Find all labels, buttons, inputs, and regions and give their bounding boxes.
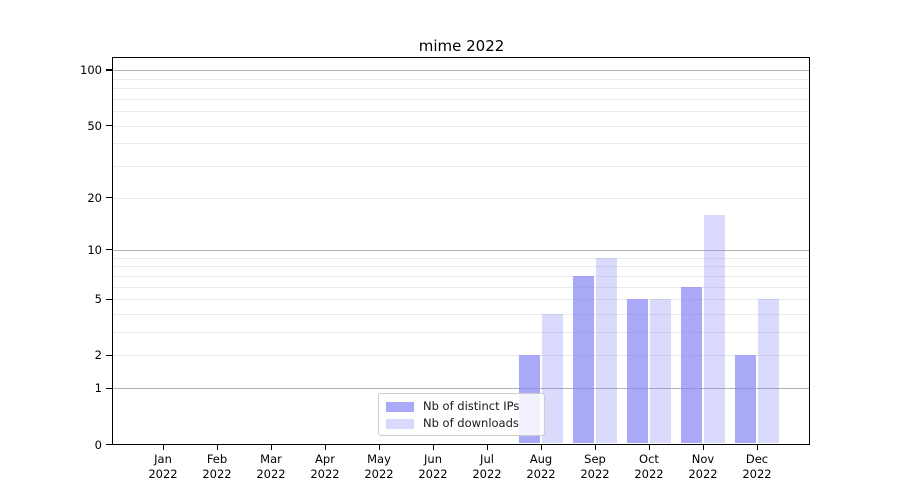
x-tick-mark [649, 445, 651, 450]
y-gridline-minor [113, 165, 810, 167]
y-tick-label: 20 [87, 190, 102, 205]
bar-distinct-ips [627, 299, 648, 444]
x-tick-label: Nov 2022 [688, 452, 718, 481]
y-tick-mark [106, 298, 112, 300]
y-gridline-minor [113, 299, 810, 301]
x-tick-mark [703, 445, 705, 450]
bar-downloads [596, 257, 617, 444]
x-tick-label: Feb 2022 [202, 452, 232, 481]
x-tick-label: Jun 2022 [418, 452, 448, 481]
legend-row-distinct-ips: Nb of distinct IPs [386, 399, 536, 414]
x-tick-label: Mar 2022 [256, 452, 286, 481]
bar-distinct-ips [681, 286, 702, 444]
legend-swatch-downloads [386, 418, 414, 429]
bar-downloads [758, 299, 779, 444]
legend-row-downloads: Nb of downloads [386, 416, 536, 431]
y-gridline-minor [113, 98, 810, 100]
y-tick-mark [106, 69, 112, 71]
y-tick-mark [106, 354, 112, 356]
y-gridline-minor [113, 275, 810, 277]
y-tick-mark [106, 387, 112, 389]
y-gridline-minor [113, 197, 810, 199]
y-tick-label: 2 [94, 348, 102, 363]
y-gridline-major [113, 249, 810, 251]
y-tick-label: 5 [94, 292, 102, 307]
x-tick-mark [757, 445, 759, 450]
y-gridline-minor [113, 87, 810, 89]
y-gridline-minor [113, 110, 810, 112]
chart-title: mime 2022 [418, 37, 505, 55]
bar-downloads [650, 299, 671, 444]
x-tick-mark [433, 445, 435, 450]
y-gridline-minor [113, 78, 810, 80]
x-tick-label: Jan 2022 [148, 452, 178, 481]
y-tick-mark [106, 249, 112, 251]
y-gridline-minor [113, 355, 810, 357]
y-gridline-minor [113, 257, 810, 259]
legend-label-downloads: Nb of downloads [423, 416, 519, 430]
y-tick-label: 50 [87, 118, 102, 133]
x-tick-mark [271, 445, 273, 450]
x-tick-mark [379, 445, 381, 450]
x-tick-label: Apr 2022 [310, 452, 340, 481]
y-tick-label: 0 [94, 437, 102, 452]
y-tick-label: 1 [94, 381, 102, 396]
legend-label-distinct-ips: Nb of distinct IPs [423, 399, 520, 413]
y-gridline-minor [113, 143, 810, 145]
x-tick-mark [595, 445, 597, 450]
y-tick-label: 10 [87, 242, 102, 257]
bar-downloads [704, 214, 725, 444]
y-tick-mark [106, 124, 112, 127]
x-tick-label: Oct 2022 [634, 452, 664, 481]
bar-distinct-ips [735, 355, 756, 444]
x-tick-mark [163, 445, 165, 450]
bar-distinct-ips [573, 275, 594, 444]
y-tick-label: 100 [80, 63, 102, 77]
y-gridline-minor [113, 286, 810, 288]
x-tick-mark [487, 445, 489, 450]
x-tick-label: Jul 2022 [472, 452, 502, 481]
x-tick-label: Dec 2022 [742, 452, 772, 481]
bar-downloads [542, 313, 563, 444]
y-gridline-major [113, 388, 810, 390]
x-tick-label: Sep 2022 [580, 452, 610, 481]
x-tick-mark [325, 445, 327, 450]
y-gridline-major [113, 70, 810, 71]
y-tick-mark [106, 443, 112, 446]
legend-swatch-distinct-ips [386, 401, 414, 412]
x-tick-mark [217, 445, 219, 450]
x-tick-mark [541, 445, 543, 450]
x-tick-label: Aug 2022 [526, 452, 556, 481]
y-gridline-minor [113, 313, 810, 315]
y-tick-mark [106, 196, 112, 199]
y-gridline-minor [113, 266, 810, 268]
y-gridline-minor [113, 125, 810, 127]
x-tick-label: May 2022 [364, 452, 394, 481]
y-gridline-minor [113, 332, 810, 333]
legend: Nb of distinct IPs Nb of downloads [378, 393, 545, 436]
